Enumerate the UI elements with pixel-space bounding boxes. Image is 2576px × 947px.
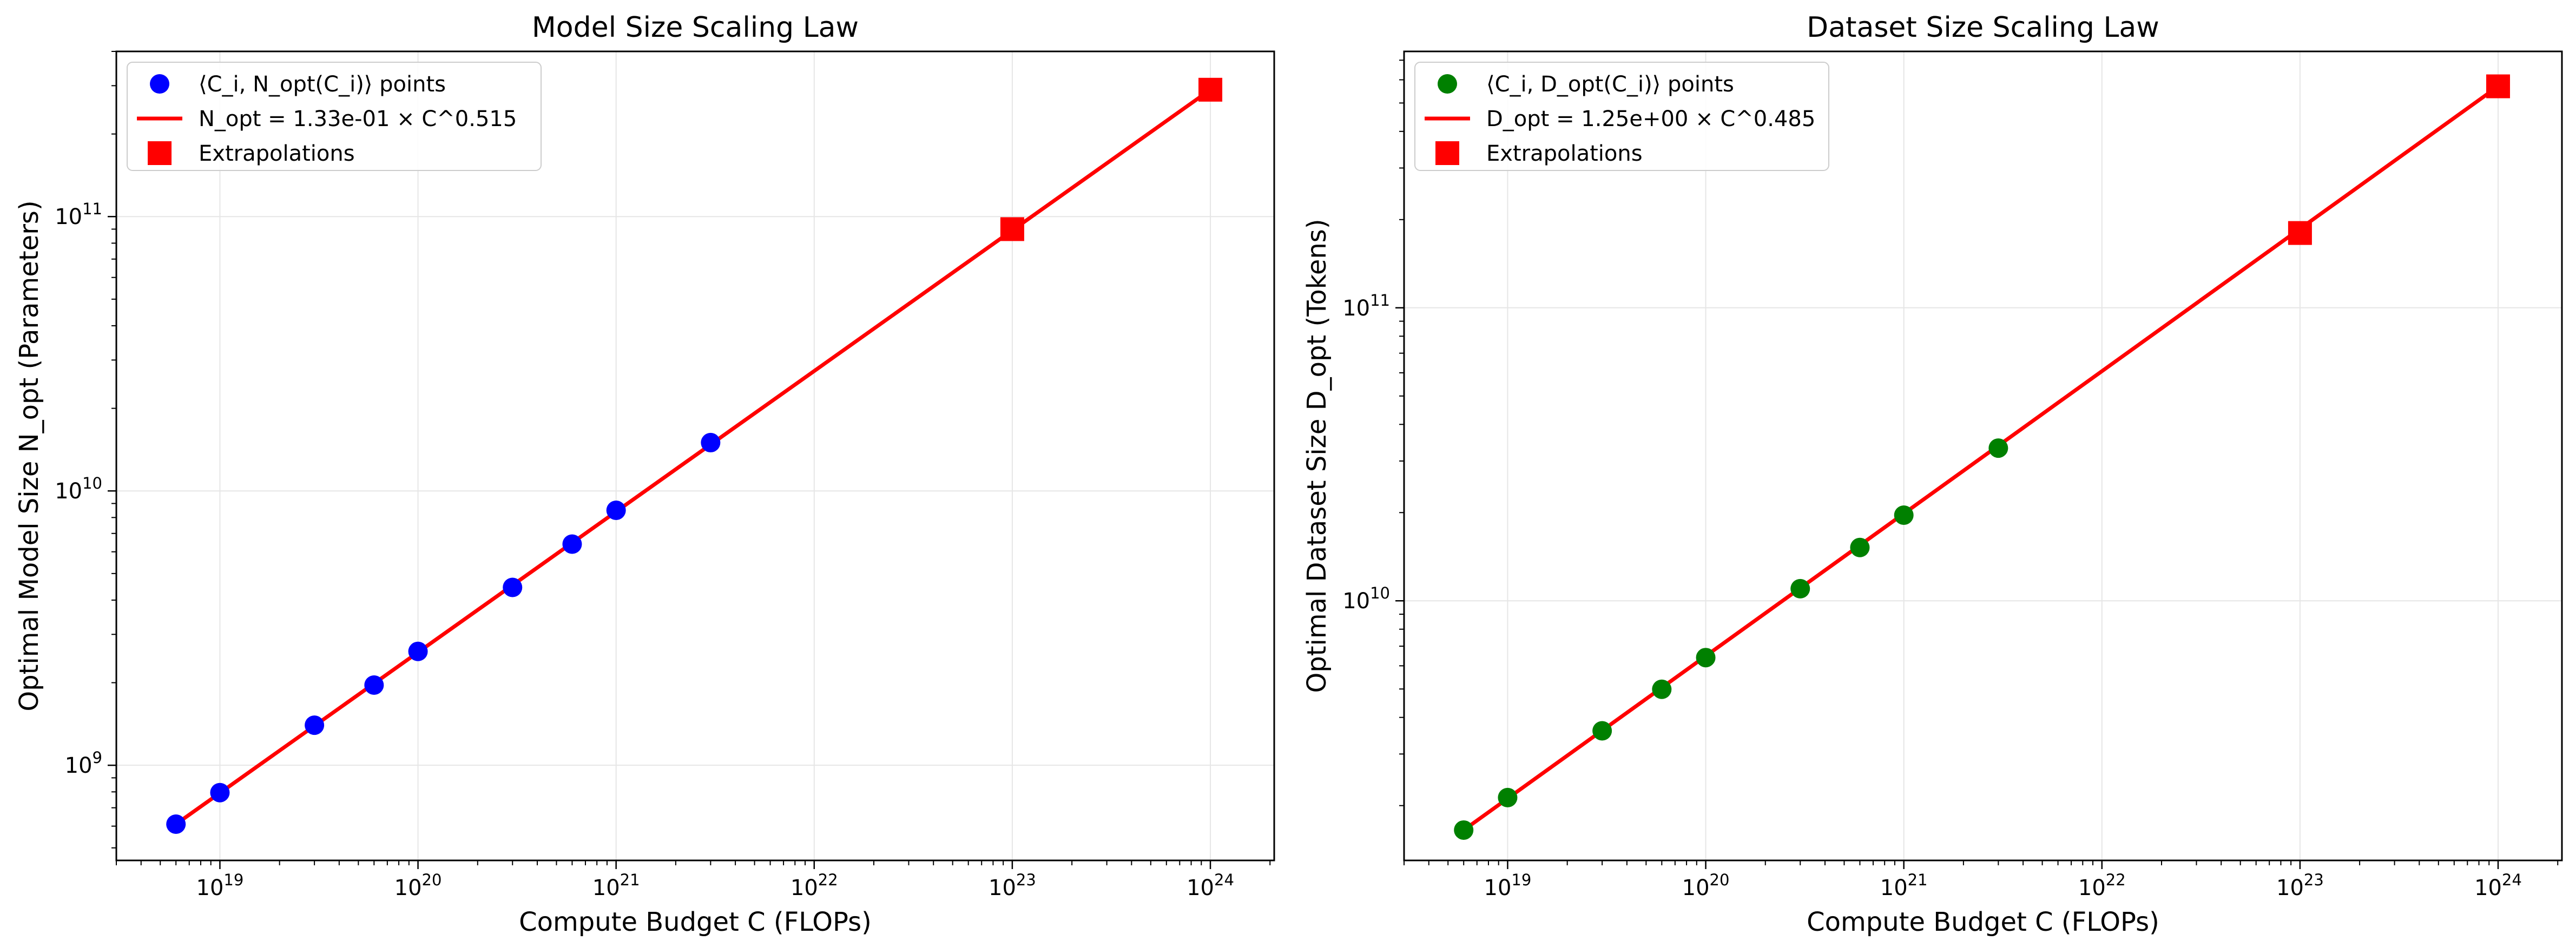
data-point [1988, 438, 2008, 458]
x-axis-label: Compute Budget C (FLOPs) [519, 907, 872, 937]
x-tick-label: 1023 [989, 871, 1036, 900]
series-group [1454, 74, 2511, 840]
legend-circle-swatch [150, 74, 169, 94]
axes-frame [115, 50, 1275, 861]
legend-label: ⟨C_i, D_opt(C_i)⟩ points [1486, 72, 1734, 97]
data-point [1894, 505, 1914, 525]
x-tick-label: 1022 [790, 871, 838, 900]
data-point [1592, 721, 1612, 741]
x-tick-label: 1024 [2474, 871, 2522, 900]
legend-square-swatch [148, 141, 172, 165]
data-point [562, 534, 582, 554]
y-tick-label: 1010 [1342, 584, 1390, 614]
extrapolation-point [1000, 217, 1024, 241]
x-tick-label: 1020 [394, 871, 442, 900]
x-tick-label: 1022 [2078, 871, 2126, 900]
x-tick-label: 1020 [1682, 871, 1730, 900]
x-axis-label: Compute Budget C (FLOPs) [1807, 907, 2159, 937]
dataset-size-chart: Dataset Size Scaling Law 1019 1020 1021 1022… [1302, 11, 2563, 937]
x-tick-label: 1019 [1484, 871, 1532, 900]
data-point [1696, 648, 1716, 668]
legend: ⟨C_i, D_opt(C_i)⟩ points D_opt = 1.25e+00… [1414, 62, 1829, 171]
grid-lines [116, 51, 1274, 860]
data-point [1498, 787, 1518, 807]
data-point [606, 500, 626, 520]
axes-frame [1403, 50, 2563, 861]
data-point [408, 641, 428, 661]
grid-lines [1404, 51, 2562, 860]
data-point [1790, 578, 1810, 599]
y-axis-label: Optimal Dataset Size D_opt (Tokens) [1302, 219, 1332, 693]
series-group [166, 77, 1223, 834]
legend-square-swatch [1435, 141, 1459, 165]
chart-title: Model Size Scaling Law [532, 11, 859, 44]
chart-title: Dataset Size Scaling Law [1807, 11, 2159, 44]
x-tick-label: 1024 [1187, 871, 1234, 900]
data-point [1652, 679, 1672, 699]
y-tick-label: 1011 [1342, 291, 1390, 321]
legend-circle-swatch [1438, 74, 1457, 94]
y-tick-label: 109 [65, 748, 102, 778]
data-point [1454, 820, 1474, 840]
y-axis-label: Optimal Model Size N_opt (Parameters) [14, 200, 44, 711]
x-tick-label: 1021 [592, 871, 640, 900]
legend-label: ⟨C_i, N_opt(C_i)⟩ points [199, 72, 446, 97]
model-size-chart: Model Size Scaling Law 1019 1020 1021 1022 10… [14, 11, 1275, 937]
data-point [210, 782, 230, 803]
x-tick-label: 1023 [2276, 871, 2324, 900]
y-tick-label: 1010 [55, 474, 102, 504]
data-point [305, 715, 325, 735]
data-point [364, 675, 384, 695]
legend-label: Extrapolations [199, 141, 355, 166]
legend-label: D_opt = 1.25e+00 × C^0.485 [1486, 107, 1815, 131]
legend-label: N_opt = 1.33e-01 × C^0.515 [199, 107, 517, 131]
legend: ⟨C_i, N_opt(C_i)⟩ points N_opt = 1.33e-01… [127, 62, 542, 171]
data-point [166, 814, 186, 834]
legend-box [127, 62, 542, 171]
fit-line [175, 88, 1212, 826]
data-point [503, 577, 523, 597]
fit-line [1462, 84, 2500, 832]
legend-box [1414, 62, 1829, 171]
extrapolation-point [1198, 77, 1223, 102]
x-tick-label: 1019 [196, 871, 244, 900]
x-tick-label: 1021 [1880, 871, 1928, 900]
data-point [1850, 537, 1870, 557]
legend-label: Extrapolations [1486, 141, 1643, 166]
data-point [701, 432, 721, 452]
extrapolation-point [2486, 74, 2511, 98]
extrapolation-point [2288, 221, 2312, 245]
y-tick-label: 1011 [55, 200, 102, 229]
